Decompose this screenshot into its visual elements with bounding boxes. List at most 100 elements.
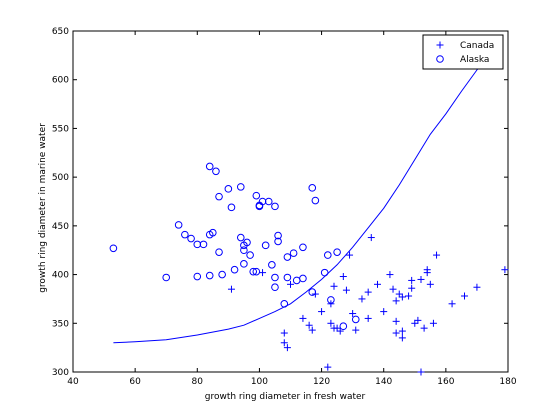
x-tick-label: 180 [499, 377, 516, 387]
legend-entries: Canada Alaska [436, 41, 494, 65]
data-point-canada [389, 285, 397, 293]
data-point-canada [414, 316, 422, 324]
data-point-alaska [261, 241, 270, 250]
data-point-alaska [236, 233, 245, 242]
y-tick-label: 450 [52, 222, 69, 232]
legend-label-alaska: Alaska [460, 55, 489, 65]
data-point-canada [318, 308, 326, 316]
data-point-alaska [199, 240, 208, 249]
data-point-canada [420, 324, 428, 332]
x-tick-label: 60 [129, 377, 141, 387]
data-point-canada [364, 314, 372, 322]
data-point-canada [283, 344, 291, 352]
y-tick-label: 550 [52, 124, 69, 134]
data-point-alaska [280, 300, 289, 308]
legend-marker-alaska [436, 55, 444, 63]
data-point-canada [324, 363, 332, 371]
data-point-alaska [323, 251, 332, 259]
data-point-alaska [162, 273, 171, 282]
data-point-alaska [249, 267, 258, 276]
data-point-alaska [351, 315, 360, 324]
data-point-canada [417, 368, 425, 376]
data-point-alaska [215, 248, 223, 256]
data-point-alaska [181, 230, 189, 239]
series-canada [227, 234, 509, 376]
data-point-alaska [274, 231, 282, 240]
data-point-canada [327, 319, 335, 327]
y-tick-label: 400 [52, 271, 69, 281]
data-point-alaska [283, 253, 292, 261]
y-tick-label: 500 [52, 173, 69, 183]
plot-frame-group [72, 30, 509, 373]
data-point-canada [392, 329, 400, 337]
data-point-alaska [289, 249, 298, 257]
data-point-alaska [264, 197, 273, 206]
x-tick-label: 100 [251, 377, 268, 387]
data-point-canada [461, 292, 468, 300]
x-tick-label: 80 [192, 377, 204, 387]
data-point-canada [426, 280, 434, 288]
data-point-alaska [187, 234, 195, 243]
data-point-canada [336, 327, 344, 335]
legend-label-canada: Canada [460, 41, 494, 51]
series-group [109, 162, 509, 376]
data-point-canada [358, 295, 366, 303]
data-point-alaska [308, 184, 317, 192]
data-point-canada [259, 269, 267, 277]
data-point-alaska [209, 228, 217, 237]
data-point-alaska [271, 283, 279, 292]
data-point-canada [227, 285, 235, 293]
data-point-alaska [218, 270, 226, 279]
data-point-canada [473, 283, 481, 291]
x-tick-label: 40 [67, 377, 79, 387]
data-point-alaska [311, 196, 320, 205]
data-point-alaska [299, 274, 307, 283]
x-tick-label: 140 [375, 377, 392, 387]
data-point-canada [398, 327, 406, 335]
data-point-canada [405, 292, 413, 300]
data-point-alaska [205, 162, 214, 171]
data-point-canada [408, 284, 416, 292]
data-point-canada [411, 319, 419, 327]
y-tick-label: 300 [52, 368, 69, 378]
decision-curve-group [113, 40, 503, 344]
data-point-canada [395, 290, 403, 298]
data-point-canada [367, 234, 375, 242]
legend: Canada Alaska [422, 34, 504, 70]
data-point-canada [364, 288, 372, 296]
data-point-canada [299, 314, 307, 322]
data-point-canada [349, 310, 357, 318]
data-point-alaska [339, 322, 348, 331]
x-tick-label: 120 [313, 377, 330, 387]
data-point-alaska [212, 167, 220, 176]
x-axis-label: growth ring diameter in fresh water [205, 392, 366, 402]
data-point-canada [380, 308, 388, 316]
data-point-canada [374, 280, 381, 288]
data-point-alaska [252, 191, 261, 200]
data-point-alaska [299, 243, 307, 252]
data-point-alaska [333, 248, 341, 256]
data-point-alaska [230, 265, 239, 274]
decision-boundary-line [113, 40, 503, 344]
data-point-canada [330, 282, 338, 290]
data-point-canada [342, 286, 350, 294]
y-tick-label: 650 [52, 27, 69, 37]
data-point-alaska [193, 272, 202, 281]
legend-box [422, 34, 504, 70]
data-point-canada [398, 293, 406, 301]
data-point-alaska [224, 185, 233, 193]
data-point-alaska [268, 261, 276, 269]
ticks-group: 40 60 80 100 120 140 160 180 300 350 400 450 500 550 6… [52, 27, 517, 387]
data-point-canada [398, 334, 406, 342]
data-point-alaska [215, 192, 223, 201]
data-point-alaska [320, 268, 329, 277]
data-point-canada [346, 251, 354, 259]
data-point-canada [429, 319, 437, 327]
data-point-alaska [236, 183, 245, 191]
data-point-canada [327, 300, 335, 308]
data-point-alaska [109, 244, 118, 253]
data-point-canada [339, 273, 347, 281]
data-point-alaska [274, 237, 282, 246]
data-point-canada [408, 276, 416, 284]
